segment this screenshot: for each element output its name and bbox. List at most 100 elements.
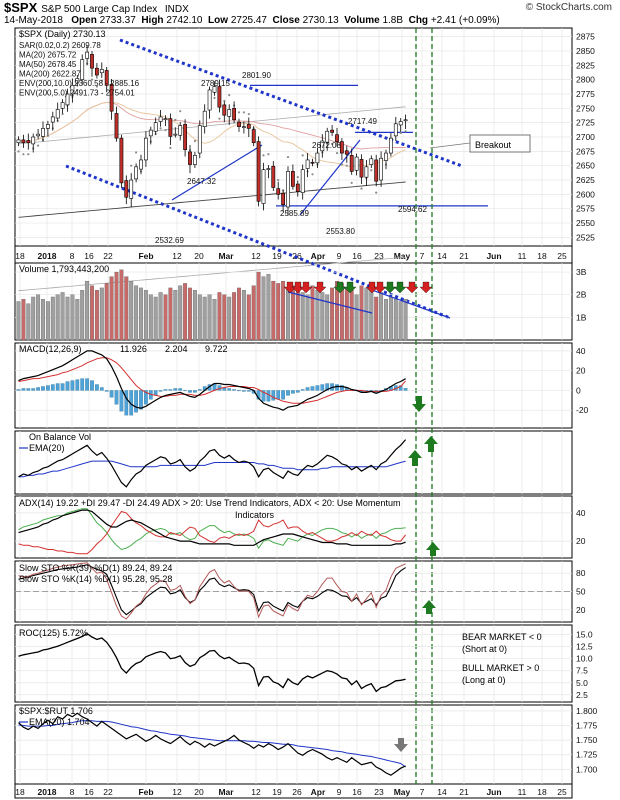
candle-body (75, 78, 80, 84)
price-annotation: 2532.69 (155, 236, 184, 245)
x-tick-label-top: 9 (337, 251, 342, 261)
volume-bar (60, 292, 65, 341)
macd-histogram-bar (134, 390, 138, 413)
macd-histogram-bar (276, 390, 281, 400)
price-candle (320, 134, 325, 158)
price-legend-item: SAR(0.02,0.2) 2609.78 (19, 41, 101, 50)
sar-dot (296, 176, 299, 179)
candle-body (31, 136, 36, 145)
candle-body (388, 137, 393, 154)
sar-dot (237, 111, 241, 114)
volume-y-tick: 3B (576, 267, 587, 277)
candle-body (246, 124, 251, 129)
x-tick-label-bottom: 19 (272, 787, 282, 797)
price-candle (80, 54, 85, 85)
volume-bar (158, 292, 163, 341)
x-tick-label-bottom: 25 (557, 787, 567, 797)
macd-histogram-bar (310, 386, 315, 391)
sar-dot (174, 118, 177, 121)
x-tick-label-top: 25 (557, 251, 567, 261)
price-candle (393, 116, 398, 142)
candle-body (295, 183, 300, 192)
macd-y-tick: 40 (576, 346, 586, 356)
candle-body (403, 119, 408, 122)
price-candle (349, 148, 354, 175)
candle-body (90, 54, 94, 69)
candle-body (134, 166, 139, 180)
volume-arrow-icon (373, 281, 387, 294)
volume-bar (286, 287, 290, 341)
price-candle (95, 62, 99, 79)
volume-bar (305, 294, 310, 341)
price-candle (36, 128, 41, 140)
symbol: $SPX (4, 0, 38, 15)
price-candle (379, 151, 384, 187)
volume-bar (237, 287, 241, 341)
price-annotation: 2789.15 (201, 79, 230, 88)
price-candle (364, 159, 369, 186)
candle-body (320, 140, 325, 152)
sar-dot (286, 155, 290, 159)
sar-dot (399, 131, 402, 135)
price-candle (359, 154, 364, 185)
roc-y-tick: 12.5 (576, 642, 593, 652)
x-tick-label-bottom: Apr (311, 787, 326, 797)
price-candle (183, 119, 188, 157)
price-annotation: 2717.49 (348, 117, 377, 126)
sto39-legend: Slow STO %K(39) %D(1) 89.24, 89.24 (19, 563, 172, 573)
volume-bar (281, 280, 286, 341)
macd-histogram-bar (305, 387, 310, 391)
x-tick-label-top: 7 (420, 251, 425, 261)
x-tick-label-top: 11 (518, 251, 527, 261)
x-tick-label-top: 2018 (38, 251, 57, 261)
macd-histogram-bar (85, 378, 89, 391)
sar-dot (27, 153, 30, 156)
price-candle (90, 50, 94, 77)
bull-market-label: BULL MARKET > 0 (462, 663, 539, 673)
sto-y-tick: 80 (576, 568, 586, 578)
candle-body (193, 155, 197, 165)
candle-body (70, 85, 75, 95)
sar-dot (95, 85, 98, 88)
price-candle (50, 111, 55, 131)
x-tick-label-top: 21 (459, 251, 469, 261)
macd-histogram-bar (26, 388, 31, 391)
volume-bar (393, 299, 398, 341)
ratio-y-tick: 1.775 (576, 720, 598, 730)
volume-trend-line (287, 291, 373, 314)
price-y-tick: 2700 (576, 132, 595, 142)
candle-body (315, 152, 320, 164)
macd-histogram-bar (197, 389, 202, 391)
volume-bar (276, 283, 281, 341)
volume-bar (129, 280, 134, 341)
volume-bar (119, 269, 124, 341)
x-tick-label-bottom: Jun (486, 787, 501, 797)
x-tick-label-bottom: 2018 (38, 787, 57, 797)
candle-body (114, 113, 119, 139)
volume-bar (99, 287, 104, 341)
macd-histogram-bar (163, 389, 168, 391)
volume-bar (80, 290, 85, 341)
macd-histogram-bar (227, 388, 232, 391)
volume-bar (124, 276, 129, 341)
candle-body (99, 69, 104, 74)
macd-histogram-bar (70, 380, 75, 391)
candle-body (379, 157, 384, 181)
price-candle (119, 134, 124, 189)
volume-arrow-icon (405, 281, 419, 294)
sar-dot (193, 139, 196, 143)
candle-body (359, 159, 364, 178)
candle-body (129, 179, 134, 199)
sar-dot (247, 112, 250, 116)
price-candle (178, 122, 183, 141)
sar-dot (340, 163, 343, 166)
sar-dot (22, 153, 25, 156)
volume-bar (256, 271, 261, 341)
price-candle (114, 106, 119, 142)
macd-histogram-bar (60, 383, 65, 391)
candle-body (153, 122, 158, 132)
sto-up-arrow-icon (422, 600, 436, 614)
macd-histogram-bar (90, 380, 94, 391)
sto-y-tick: 50 (576, 587, 586, 597)
macd-histogram-bar (320, 384, 325, 391)
